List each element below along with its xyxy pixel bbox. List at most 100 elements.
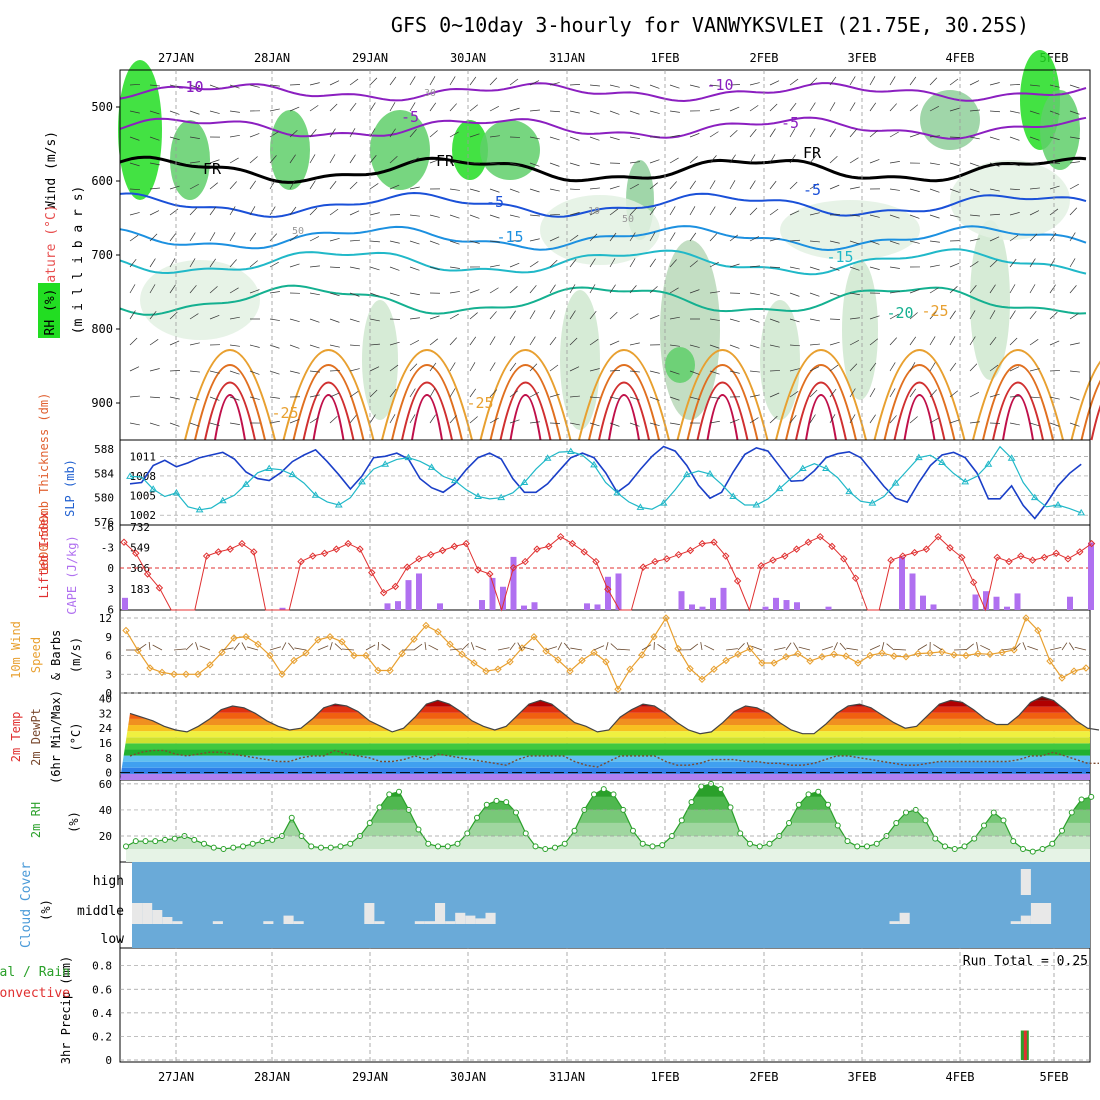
- warm-contour-9-2: [1090, 404, 1100, 441]
- upper-wind-barb-622: [1049, 396, 1060, 400]
- rh-point-15: [269, 836, 276, 843]
- rh-tick-20: 20: [99, 830, 112, 843]
- upper-wind-barb-284: [1009, 212, 1020, 216]
- upper-wind-barb-545: [469, 362, 476, 372]
- upper-wind-barb-376: [929, 264, 940, 268]
- upper-wind-barb-247: [269, 206, 276, 216]
- isotherm-minus5: [119, 191, 1087, 218]
- upper-wind-barb-458: [649, 314, 660, 320]
- label-wind-ms: Wind (m/s): [44, 131, 59, 209]
- upper-wind-barb-450: [489, 311, 497, 320]
- thickness-line: [129, 445, 1082, 514]
- upper-wind-barb-241: [149, 210, 160, 216]
- upper-wind-barb-250: [329, 208, 339, 216]
- wind-barb-53: [751, 645, 763, 651]
- slp-tick-1011: 1011: [130, 450, 157, 463]
- li-point-20: [356, 545, 364, 553]
- rh-point-80: [903, 809, 909, 816]
- upper-wind-barb-628: [209, 422, 220, 427]
- upper-wind-barb-356: [529, 261, 539, 268]
- upper-wind-barb-227: [829, 184, 840, 190]
- li-point-30: [474, 566, 482, 574]
- cape-bar-46: [605, 576, 611, 610]
- upper-wind-barb-481: [149, 338, 159, 346]
- thickness-tick-580: 580: [94, 492, 114, 505]
- upper-wind-barb-148: [209, 159, 220, 164]
- rh-point-9: [210, 844, 217, 851]
- li-point-68: [922, 545, 931, 553]
- wind-point-45: [662, 614, 670, 622]
- upper-wind-barb-350: [409, 266, 420, 271]
- upper-wind-barb-609: [789, 391, 799, 398]
- upper-wind-barb-109: [389, 128, 396, 138]
- slp-tick-1005: 1005: [130, 490, 157, 503]
- wind-point-29: [470, 659, 478, 667]
- upper-wind-barb-496: [449, 337, 457, 346]
- upper-wind-barb-129: [789, 128, 796, 138]
- date-label-bottom-5feb: 5FEB: [1040, 1070, 1069, 1084]
- upper-wind-barb-407: [589, 284, 596, 294]
- upper-wind-barb-151: [269, 155, 277, 164]
- label-temp-unit: (°C): [69, 723, 83, 752]
- upper-wind-barb-321: [789, 239, 800, 242]
- upper-wind-barb-582: [249, 396, 260, 400]
- wind-point-1: [134, 646, 142, 655]
- li-tick-6: 6: [107, 603, 114, 616]
- upper-wind-barb-165: [549, 162, 560, 167]
- upper-wind-barb-194: [169, 185, 180, 190]
- upper-wind-barb-384: [129, 284, 136, 294]
- warm-contour-2-0: [381, 349, 473, 441]
- upper-wind-barb-417: [789, 292, 800, 297]
- cape-bar-77: [930, 604, 937, 610]
- rh-point-52: [630, 827, 636, 834]
- upper-wind-barb-63: [429, 102, 437, 112]
- upper-wind-barb-46: [1049, 84, 1060, 88]
- upper-wind-barb-216: [609, 185, 620, 190]
- upper-wind-barb-328: [929, 240, 940, 243]
- rh-point-55: [659, 842, 666, 849]
- upper-wind-barb-323: [829, 240, 840, 244]
- upper-wind-barb-410: [649, 286, 658, 294]
- wind-barb-19: [342, 648, 355, 651]
- li-point-41: [604, 585, 612, 593]
- warm-contour-9-0: [1070, 360, 1100, 441]
- cloud-middle-bar-8: [212, 921, 223, 924]
- upper-wind-barb-597: [549, 393, 560, 398]
- upper-wind-barb-607: [749, 394, 760, 398]
- rh-point-35: [464, 830, 471, 837]
- upper-wind-barb-101: [229, 134, 240, 138]
- dewpoint-line: [129, 749, 1099, 768]
- wind-point-34: [530, 633, 538, 641]
- cloud-middle-bar-33: [465, 915, 476, 924]
- thickness-point-56: [775, 484, 784, 492]
- upper-wind-barb-156: [369, 155, 377, 164]
- upper-wind-barb-298: [329, 237, 340, 242]
- upper-wind-barb-568: [929, 362, 936, 372]
- upper-wind-barb-518: [889, 337, 897, 346]
- upper-wind-barb-422: [889, 291, 900, 294]
- warm-contour-0-3: [214, 394, 246, 441]
- warm-contour-7-2: [893, 381, 946, 441]
- upper-wind-barb-560: [769, 370, 781, 372]
- upper-wind-barb-598: [569, 395, 580, 398]
- upper-wind-barb-412: [689, 289, 700, 294]
- rh-point-92: [1020, 845, 1026, 852]
- li-point-26: [427, 550, 435, 559]
- upper-wind-barb-367: [749, 265, 760, 268]
- contour-label-12: -20: [886, 304, 913, 322]
- upper-wind-barb-546: [489, 362, 496, 372]
- upper-wind-barb-44: [1009, 84, 1021, 86]
- rh-point-59: [698, 783, 705, 790]
- upper-wind-barb-141: [1029, 136, 1040, 141]
- rh-point-44: [552, 844, 558, 851]
- upper-wind-barb-142: [1049, 136, 1060, 141]
- rh-shade-blob-18: [540, 195, 660, 265]
- temp-band-3: [120, 755, 1090, 762]
- cloud-middle-bar-75: [889, 921, 900, 924]
- upper-wind-barb-136: [929, 135, 940, 138]
- upper-wind-barb-552: [609, 370, 621, 372]
- wind-barb-18: [334, 643, 343, 651]
- li-point-75: [1005, 557, 1013, 566]
- label-millibars: (m i l l i b a r s): [71, 186, 86, 335]
- upper-wind-barb-591: [429, 388, 436, 398]
